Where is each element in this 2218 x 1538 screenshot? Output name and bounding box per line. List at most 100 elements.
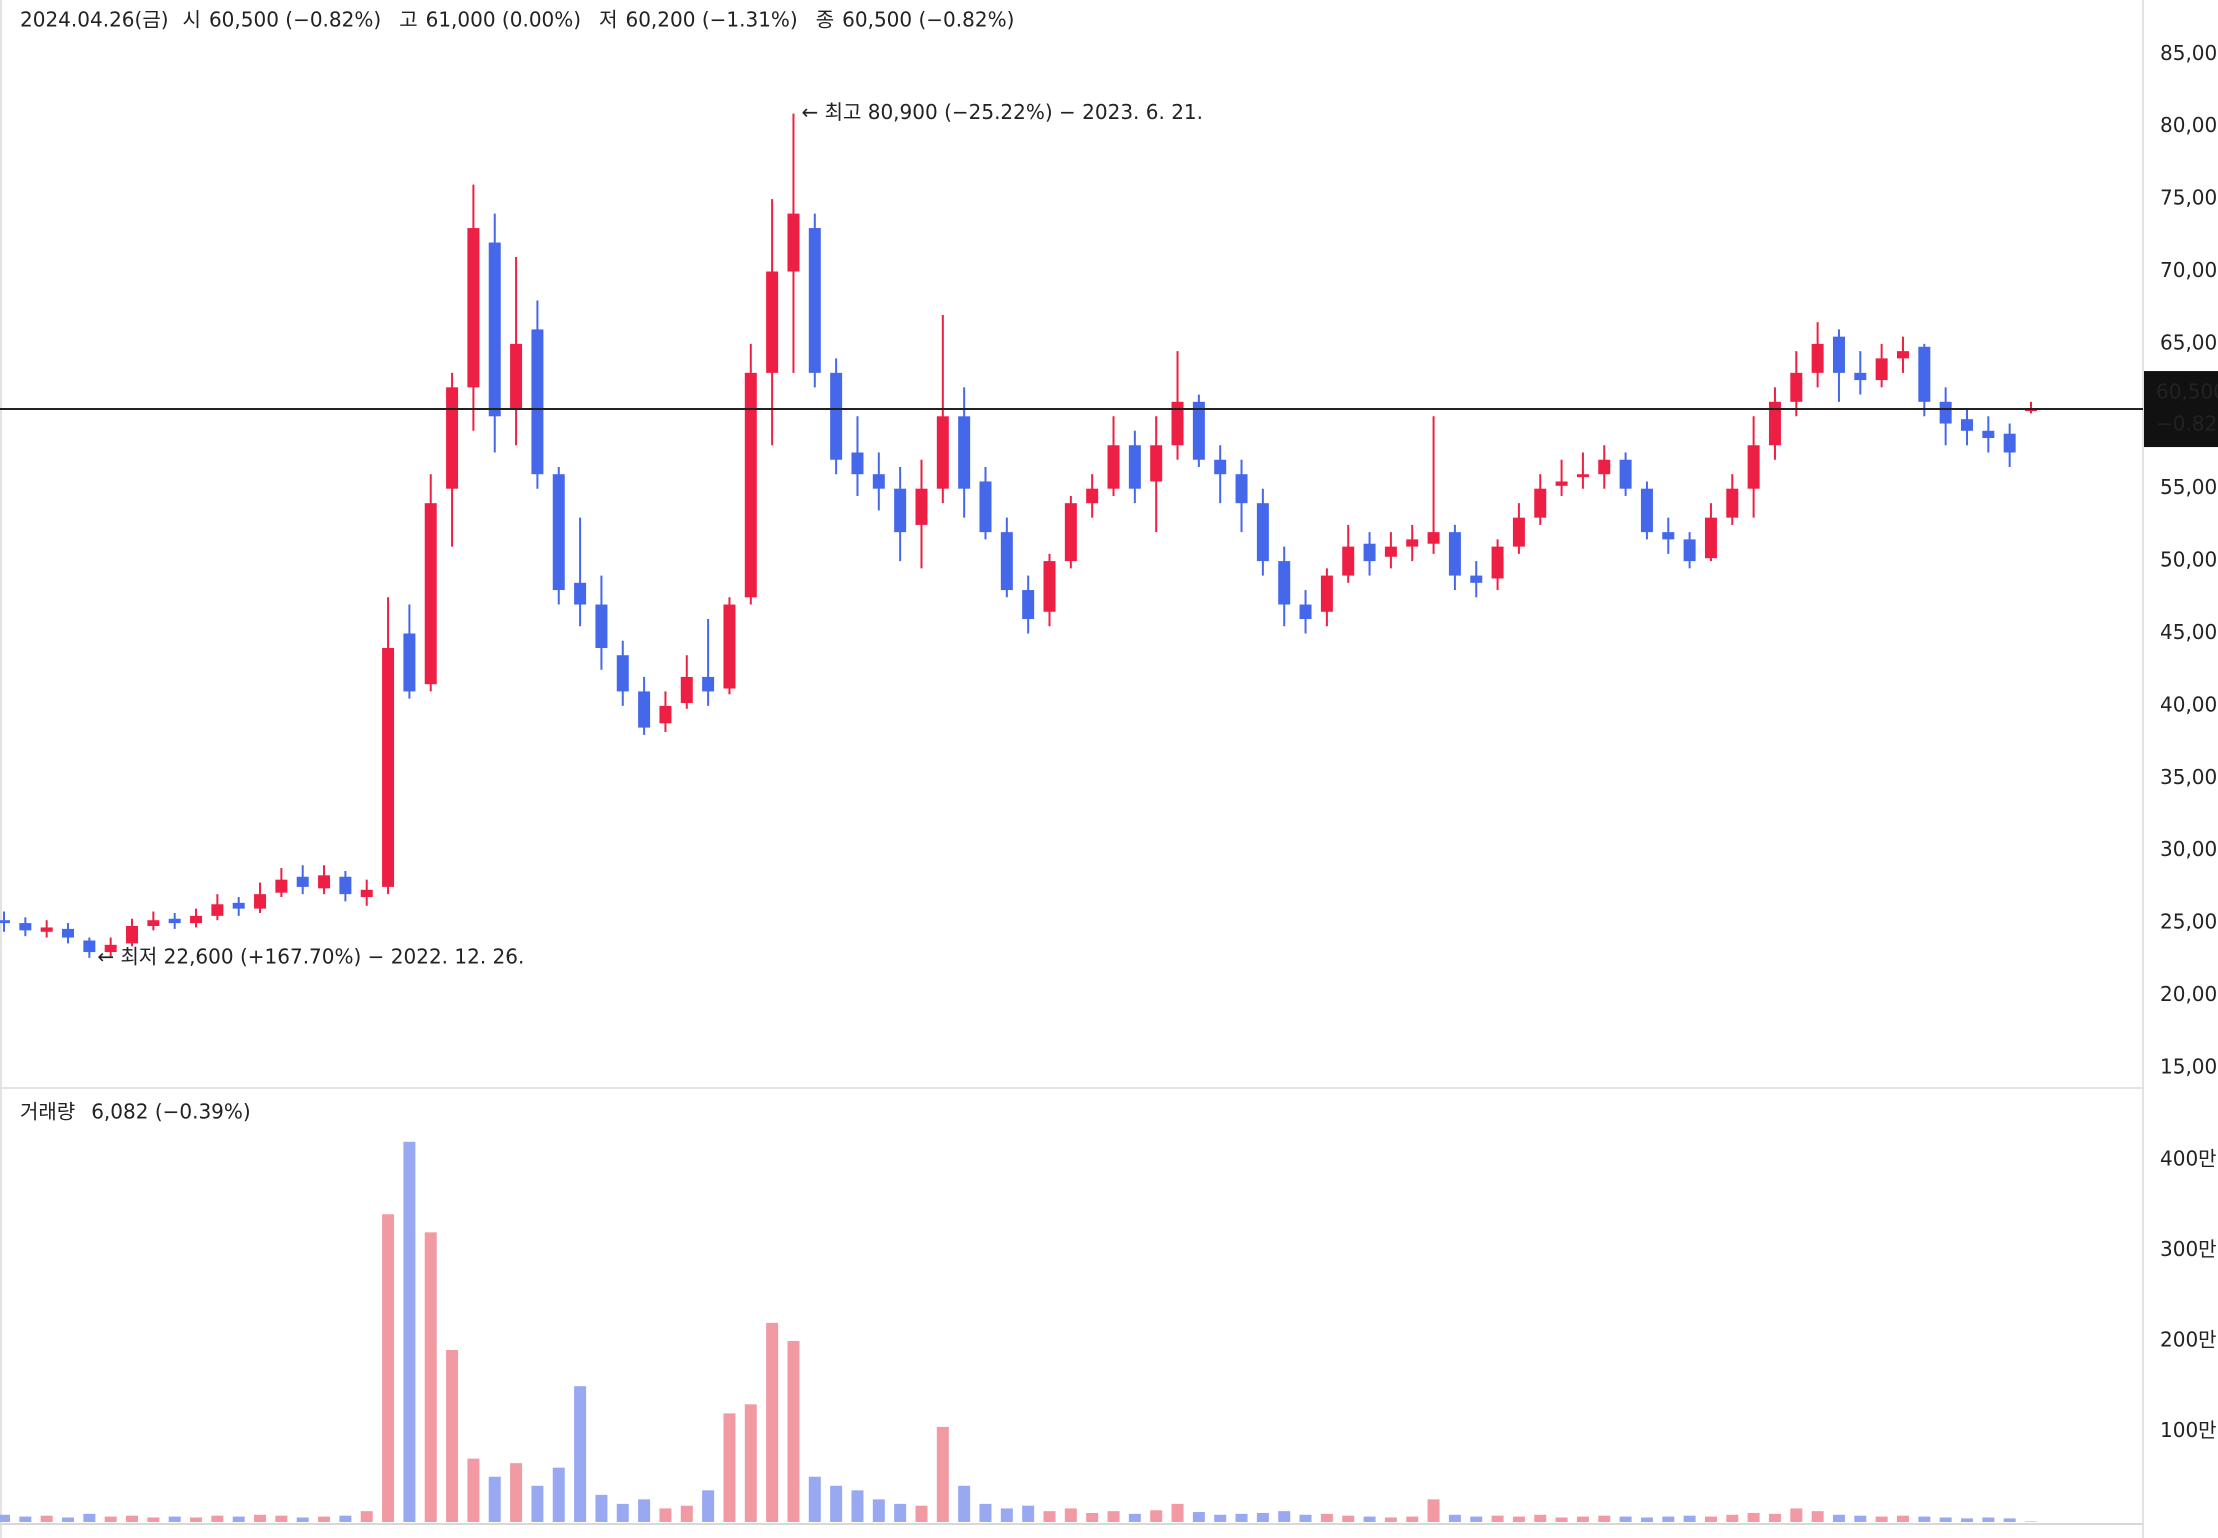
candle-body <box>275 879 288 893</box>
candle-body <box>552 474 565 591</box>
candle-body <box>1512 517 1525 547</box>
candle-body <box>1107 445 1120 489</box>
volume-bar <box>40 1515 53 1522</box>
candle-body <box>1747 445 1760 489</box>
volume-bar <box>446 1350 459 1522</box>
volume-bar <box>680 1505 693 1522</box>
candle-body <box>19 923 32 931</box>
volume-bar <box>1320 1513 1333 1522</box>
info-label: 종 <box>816 8 834 32</box>
volume-bar <box>62 1517 75 1522</box>
volume-bar <box>318 1516 331 1522</box>
volume-bar <box>574 1386 587 1522</box>
candle-body <box>1704 517 1717 559</box>
volume-bar <box>360 1511 373 1522</box>
volume-bar <box>190 1517 203 1522</box>
candle-body <box>2003 433 2016 453</box>
volume-bar <box>1128 1513 1141 1522</box>
volume-bar <box>531 1485 544 1522</box>
candle-body <box>1299 604 1312 620</box>
candle-body <box>1427 532 1440 544</box>
volume-bar <box>232 1516 245 1522</box>
candle-body <box>1256 503 1269 562</box>
candle-body <box>1171 401 1184 446</box>
candle-body <box>1320 575 1333 612</box>
candle-body <box>723 604 736 689</box>
volume-tick-label: 400만 <box>2160 1146 2217 1170</box>
last-price-label: 60,500 <box>2156 380 2218 404</box>
volume-bar <box>1555 1517 1568 1522</box>
candle-body <box>1534 488 1547 518</box>
y-tick-label: 55,000 <box>2160 475 2218 499</box>
volume-bar <box>702 1490 715 1522</box>
candle-body <box>979 481 992 533</box>
y-tick-label: 35,000 <box>2160 765 2218 789</box>
candle-body <box>1384 546 1397 557</box>
volume-bar <box>1896 1515 1909 1522</box>
volume-bar <box>659 1508 672 1522</box>
candle-body <box>1363 543 1376 562</box>
candle-body <box>1128 445 1141 489</box>
y-tick-label: 85,000 <box>2160 41 2218 65</box>
volume-bar <box>1640 1517 1653 1522</box>
volume-bar <box>104 1516 117 1522</box>
info-value: 60,200 (−1.31%) <box>625 8 797 32</box>
candle-body <box>104 944 117 953</box>
candle-body <box>1043 561 1056 612</box>
candle-body <box>296 876 309 887</box>
candle-body <box>1342 546 1355 576</box>
volume-value: 6,082 (−0.39%) <box>91 1100 251 1124</box>
candle-body <box>1768 401 1781 446</box>
candle-body <box>1918 346 1931 402</box>
candle-body <box>1598 459 1611 475</box>
candle-body <box>638 691 651 728</box>
candle-body <box>147 920 160 926</box>
volume-bar <box>1768 1513 1781 1522</box>
candle-body <box>1960 419 1973 431</box>
candle-body <box>680 676 693 704</box>
volume-bar <box>424 1232 437 1522</box>
volume-bar <box>1150 1510 1163 1522</box>
volume-bar <box>638 1499 651 1522</box>
volume-bar <box>1043 1511 1056 1522</box>
y-tick-label: 40,000 <box>2160 692 2218 716</box>
candle-body <box>1854 372 1867 381</box>
volume-bar <box>1363 1516 1376 1522</box>
candle-body <box>83 940 96 953</box>
volume-bar <box>19 1516 32 1522</box>
candle-body <box>1214 459 1227 475</box>
volume-bar <box>744 1404 757 1522</box>
candle-body <box>488 242 501 417</box>
candle-body <box>936 416 949 489</box>
volume-bar <box>1598 1515 1611 1522</box>
volume-bar <box>1064 1508 1077 1522</box>
volume-bar <box>1406 1516 1419 1522</box>
volume-bar <box>510 1463 523 1522</box>
candle-body <box>1235 474 1248 504</box>
volume-bar <box>1939 1517 1952 1522</box>
volume-bar <box>787 1340 800 1522</box>
candle-body <box>1683 539 1696 562</box>
volume-bar <box>1875 1516 1888 1522</box>
volume-tick-label: 100만 <box>2160 1418 2217 1442</box>
volume-bar <box>1619 1516 1632 1522</box>
volume-bar <box>1235 1513 1248 1522</box>
volume-bar <box>275 1515 288 1522</box>
volume-bar <box>1256 1512 1269 1522</box>
volume-bar <box>1448 1514 1461 1522</box>
volume-bar <box>168 1516 181 1522</box>
candle-body <box>744 372 757 598</box>
candle-body <box>872 474 885 489</box>
candle-body <box>1278 561 1291 605</box>
candle-body <box>1982 430 1995 439</box>
candle-body <box>659 705 672 724</box>
y-tick-label: 20,000 <box>2160 982 2218 1006</box>
volume-bar <box>83 1513 96 1522</box>
candle-body <box>830 372 843 460</box>
candle-body <box>1406 539 1419 547</box>
candle-body <box>808 228 821 373</box>
candle-body <box>318 875 331 889</box>
info-value: 60,500 (−0.82%) <box>842 8 1014 32</box>
